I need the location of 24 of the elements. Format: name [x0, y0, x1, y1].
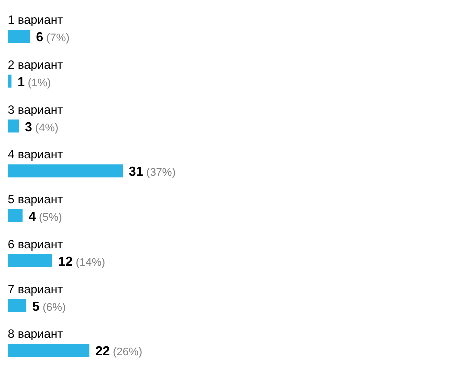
data-label: 12 (14%): [58, 254, 106, 269]
y-tick-label: 6 вариант: [8, 237, 64, 252]
data-label: 31 (37%): [129, 164, 176, 180]
bar: [8, 120, 20, 133]
data-label: 4 (5%): [28, 209, 62, 224]
bar: [8, 299, 27, 312]
bar: [8, 254, 53, 268]
y-tick-label: 5 вариант: [8, 192, 64, 206]
bar: [8, 164, 123, 178]
y-tick-label: 1 вариант: [8, 13, 64, 27]
data-label: 22 (26%): [96, 344, 142, 359]
y-tick-label: 3 вариант: [8, 102, 64, 117]
y-tick-label: 8 вариант: [8, 327, 64, 342]
data-label: 3 (4%): [25, 119, 59, 134]
bar: [8, 30, 30, 43]
data-label: 6 (7%): [36, 30, 70, 44]
bar: [8, 74, 12, 88]
bar: [8, 210, 23, 222]
y-tick-label: 2 вариант: [8, 58, 64, 72]
data-label: 5 (6%): [32, 298, 66, 314]
bar: [8, 344, 90, 358]
data-label: 1 (1%): [18, 74, 52, 90]
y-tick-label: 7 вариант: [8, 282, 64, 296]
y-tick-label: 4 вариант: [8, 148, 64, 162]
